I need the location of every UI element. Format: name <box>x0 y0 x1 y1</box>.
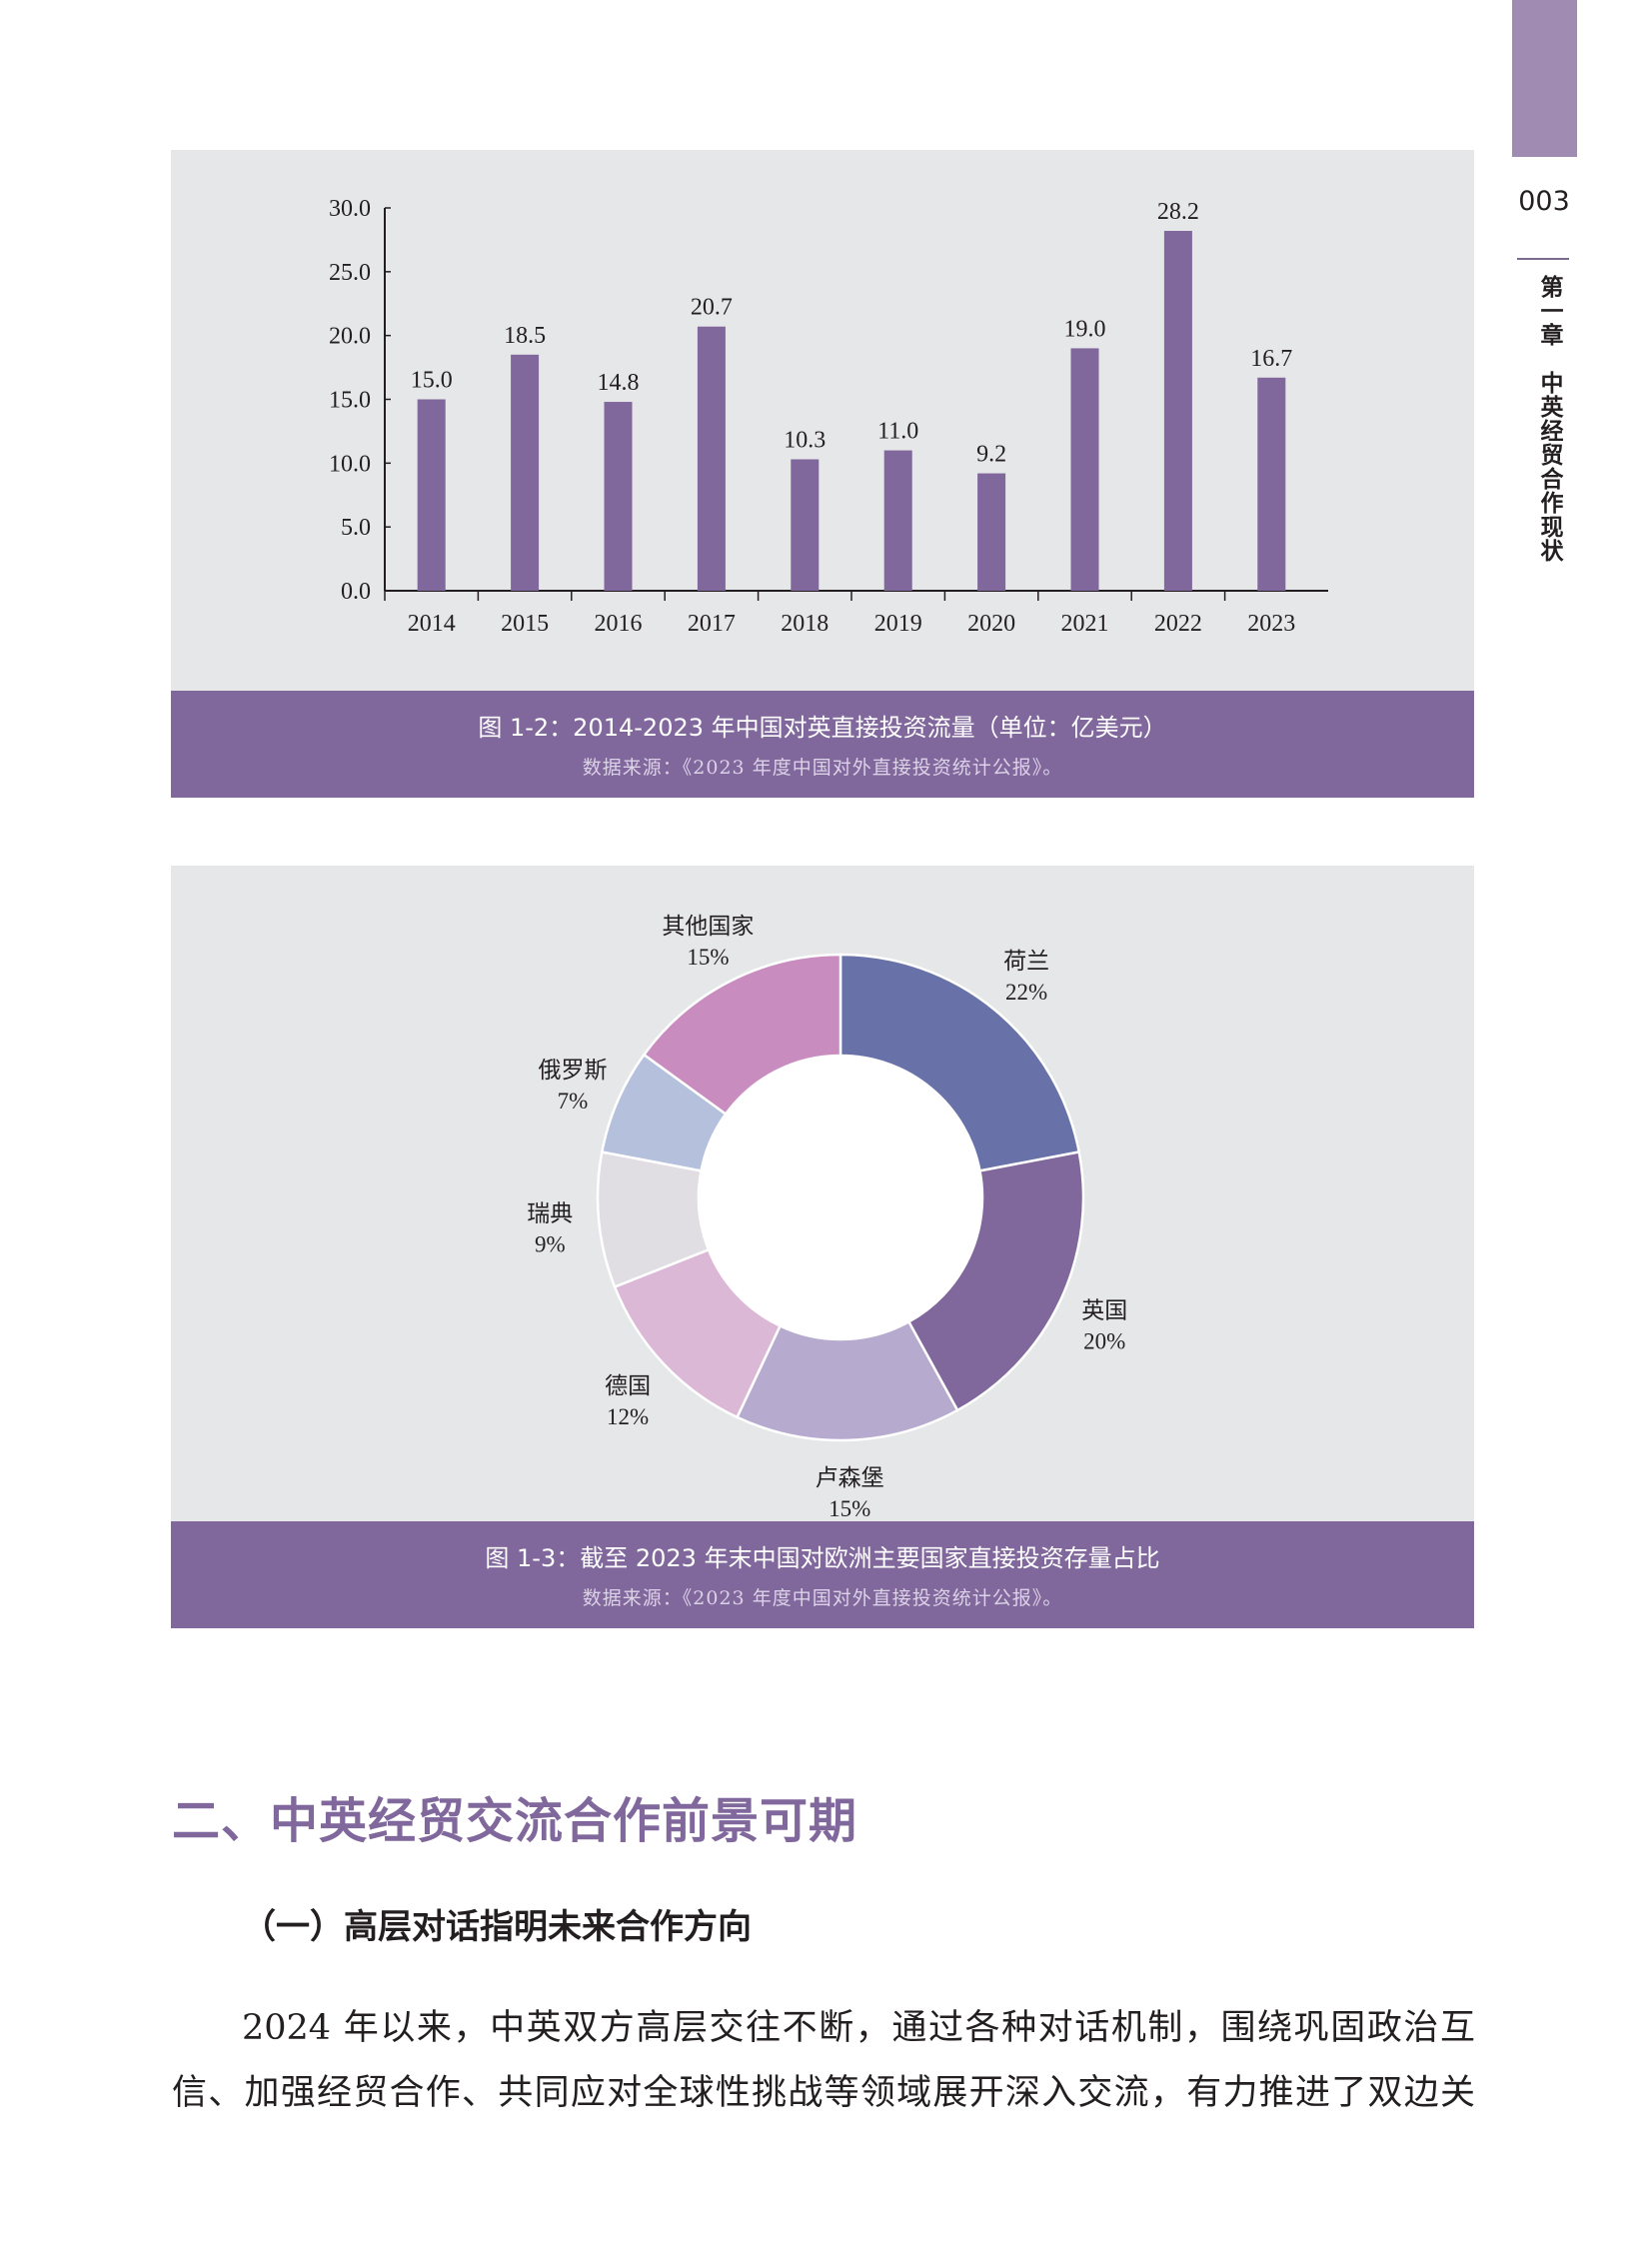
bar <box>511 354 540 591</box>
bar-chart-panel: 0.0 5.0 10.0 15.0 20.0 25.0 30.0 15.0 2014 18.5 20… <box>171 150 1474 691</box>
body-text-line: 信、加强经贸合作、共同应对全球性挑战等领域展开深入交流，有力推进了双边关 <box>172 2073 1475 2113</box>
data-label: 18.5 <box>504 323 546 349</box>
donut-slice <box>906 1150 1085 1412</box>
bar <box>791 459 820 591</box>
bar <box>883 450 912 591</box>
bar <box>1070 348 1099 591</box>
data-label: 20.7 <box>691 295 733 321</box>
x-tick-label: 2018 <box>781 611 828 637</box>
body-text-line: 2024 年以来，中英双方高层交往不断，通过各种对话机制，围绕巩固政治互 <box>242 2008 1475 2048</box>
figure-caption: 图 1-3：截至 2023 年末中国对欧洲主要国家直接投资存量占比 <box>485 1544 1160 1572</box>
bar <box>1163 230 1192 591</box>
slice-percent-label: 7% <box>558 1089 589 1114</box>
donut-slice <box>838 953 1081 1172</box>
slice-percent-label: 20% <box>1083 1328 1125 1353</box>
chapter-tab <box>1512 0 1577 157</box>
data-label: 28.2 <box>1157 199 1199 225</box>
x-tick-label: 2021 <box>1061 611 1109 637</box>
bar <box>977 473 1006 591</box>
section-heading: 二、中英经贸交流合作前景可期 <box>172 1793 858 1849</box>
slice-category-label: 其他国家 <box>662 914 754 939</box>
donut-hole <box>700 1057 981 1338</box>
slice-category-label: 德国 <box>605 1373 651 1398</box>
x-tick-label: 2022 <box>1154 611 1202 637</box>
figure-source: 数据来源：《2023 年度中国对外直接投资统计公报》。 <box>582 1587 1063 1609</box>
x-tick-label: 2017 <box>688 611 736 637</box>
data-label: 9.2 <box>976 442 1006 468</box>
divider <box>1517 258 1569 260</box>
bar <box>1257 377 1286 591</box>
data-label: 10.3 <box>784 428 826 454</box>
data-label: 14.8 <box>598 370 640 396</box>
page-number: 003 <box>1518 186 1570 217</box>
slice-category-label: 英国 <box>1081 1297 1127 1322</box>
x-tick-label: 2016 <box>595 611 643 637</box>
bar <box>417 399 446 591</box>
x-tick-label: 2014 <box>408 611 456 637</box>
x-tick-label: 2020 <box>967 611 1015 637</box>
y-tick-label: 30.0 <box>329 196 371 222</box>
slice-percent-label: 22% <box>1005 980 1047 1005</box>
slice-percent-label: 12% <box>607 1404 649 1429</box>
slice-percent-label: 9% <box>535 1231 566 1256</box>
donut-slice <box>642 953 842 1117</box>
figure-caption: 图 1-2：2014-2023 年中国对英直接投资流量（单位：亿美元） <box>478 714 1167 742</box>
slice-category-label: 荷兰 <box>1003 949 1049 974</box>
slice-category-label: 瑞典 <box>527 1200 573 1225</box>
bar-chart: 0.0 5.0 10.0 15.0 20.0 25.0 30.0 15.0 2014 18.5 20… <box>329 196 1328 637</box>
x-tick-label: 2019 <box>874 611 922 637</box>
slice-percent-label: 15% <box>828 1496 870 1521</box>
data-label: 19.0 <box>1064 316 1106 342</box>
y-tick-label: 10.0 <box>329 451 371 477</box>
slice-percent-label: 15% <box>687 945 729 970</box>
data-label: 11.0 <box>877 419 918 445</box>
figure-caption-band: 图 1-3：截至 2023 年末中国对欧洲主要国家直接投资存量占比 数据来源：《… <box>171 1521 1474 1628</box>
bar <box>604 402 633 591</box>
figure-caption-band: 图 1-2：2014-2023 年中国对英直接投资流量（单位：亿美元） 数据来源… <box>171 691 1474 798</box>
donut-chart-panel: 荷兰 22% 英国 20% 卢森堡 15% 德国 12% 瑞典 9% 俄罗斯 7% 其他国家 15% <box>171 866 1474 1521</box>
y-tick-label: 15.0 <box>329 388 371 414</box>
y-tick-label: 0.0 <box>341 579 371 605</box>
x-tick-label: 2015 <box>501 611 549 637</box>
x-tick-label: 2023 <box>1247 611 1295 637</box>
subsection-heading: （一）高层对话指明未来合作方向 <box>242 1907 752 1947</box>
data-label: 16.7 <box>1250 346 1292 372</box>
data-label: 15.0 <box>411 368 453 394</box>
donut-chart: 荷兰 22% 英国 20% 卢森堡 15% 德国 12% 瑞典 9% 俄罗斯 7% 其他国家 15% <box>527 914 1127 1521</box>
y-tick-label: 5.0 <box>341 515 371 541</box>
slice-category-label: 俄罗斯 <box>539 1058 608 1083</box>
slice-category-label: 卢森堡 <box>816 1465 884 1490</box>
bar <box>697 326 726 591</box>
chapter-title: 第一章 中英经贸合作现状 <box>1536 275 1562 563</box>
figure-source: 数据来源：《2023 年度中国对外直接投资统计公报》。 <box>582 757 1063 779</box>
y-tick-label: 25.0 <box>329 260 371 286</box>
y-tick-label: 20.0 <box>329 324 371 350</box>
